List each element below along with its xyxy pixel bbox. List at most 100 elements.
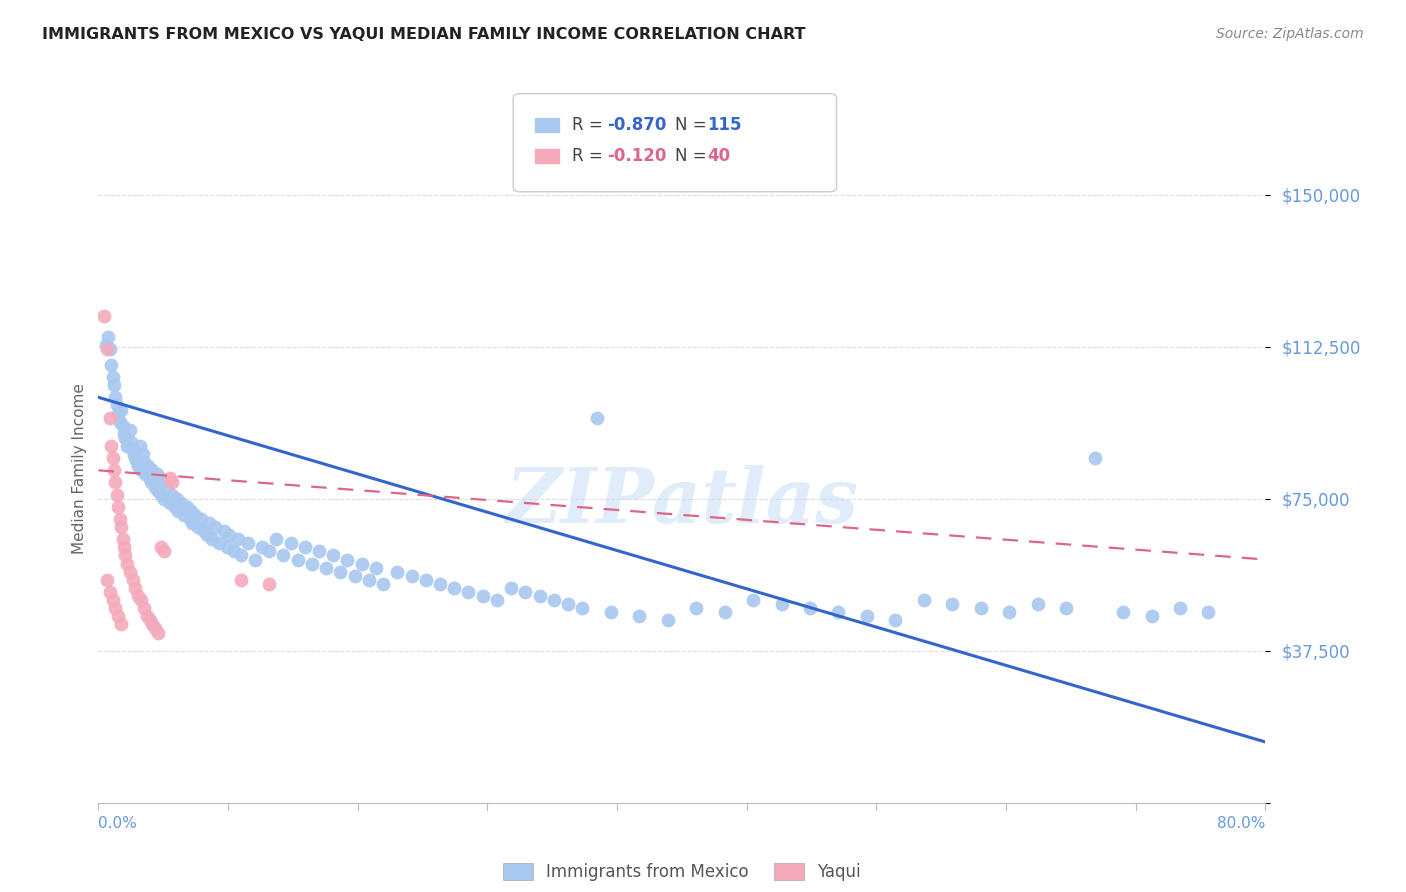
Point xyxy=(187,520,209,534)
Point xyxy=(159,471,181,485)
Point xyxy=(152,475,174,490)
Point xyxy=(93,310,115,324)
Point xyxy=(443,581,465,595)
Point xyxy=(1198,605,1220,619)
Point xyxy=(110,520,132,534)
Point xyxy=(100,439,122,453)
Point xyxy=(343,568,366,582)
Point xyxy=(114,431,136,445)
Point xyxy=(557,597,579,611)
Point xyxy=(184,508,207,522)
Point xyxy=(1112,605,1135,619)
Text: 115: 115 xyxy=(707,116,742,134)
Text: ZIPatlas: ZIPatlas xyxy=(505,465,859,539)
Point xyxy=(115,439,138,453)
Point xyxy=(146,467,169,482)
Point xyxy=(98,342,121,356)
Point xyxy=(204,520,226,534)
Point xyxy=(129,463,152,477)
Point xyxy=(143,622,166,636)
Point xyxy=(471,589,494,603)
Point xyxy=(998,605,1021,619)
Point xyxy=(179,512,201,526)
Text: N =: N = xyxy=(675,147,711,165)
Point xyxy=(176,500,198,514)
Point xyxy=(107,407,129,421)
Point xyxy=(657,613,679,627)
Point xyxy=(104,390,127,404)
Point xyxy=(193,524,215,538)
Point xyxy=(148,625,170,640)
Point xyxy=(799,601,821,615)
Text: 80.0%: 80.0% xyxy=(1218,816,1265,831)
Point xyxy=(180,504,202,518)
Text: N =: N = xyxy=(675,116,711,134)
Point xyxy=(685,601,707,615)
Point xyxy=(125,455,148,469)
Point xyxy=(96,573,118,587)
Point xyxy=(212,524,235,538)
Point xyxy=(229,573,252,587)
Point xyxy=(150,541,173,555)
Point xyxy=(457,585,479,599)
Point xyxy=(165,500,187,514)
Point xyxy=(105,399,128,413)
Point xyxy=(101,370,124,384)
Point xyxy=(128,439,150,453)
Point xyxy=(115,557,138,571)
Point xyxy=(485,593,508,607)
Point xyxy=(912,593,935,607)
Point xyxy=(108,512,131,526)
Point xyxy=(941,597,963,611)
Point xyxy=(543,593,565,607)
Point xyxy=(195,528,218,542)
Point xyxy=(884,613,907,627)
Point xyxy=(162,488,184,502)
Point xyxy=(1026,597,1049,611)
Point xyxy=(1054,601,1077,615)
Point xyxy=(336,552,359,566)
Point xyxy=(118,423,141,437)
Point xyxy=(127,459,149,474)
Point xyxy=(143,479,166,493)
Point xyxy=(107,609,129,624)
Point xyxy=(827,605,849,619)
Legend: Immigrants from Mexico, Yaqui: Immigrants from Mexico, Yaqui xyxy=(496,856,868,888)
Text: 40: 40 xyxy=(707,147,730,165)
Point xyxy=(1168,601,1191,615)
Point xyxy=(770,597,793,611)
Point xyxy=(110,617,132,632)
Point xyxy=(153,491,176,506)
Point xyxy=(215,541,238,555)
Point xyxy=(970,601,993,615)
Point xyxy=(226,533,249,547)
Point xyxy=(222,544,245,558)
Point xyxy=(201,533,224,547)
Point xyxy=(150,488,173,502)
Point xyxy=(294,541,316,555)
Point xyxy=(138,471,160,485)
Text: Source: ZipAtlas.com: Source: ZipAtlas.com xyxy=(1216,27,1364,41)
Point xyxy=(329,565,352,579)
Text: IMMIGRANTS FROM MEXICO VS YAQUI MEDIAN FAMILY INCOME CORRELATION CHART: IMMIGRANTS FROM MEXICO VS YAQUI MEDIAN F… xyxy=(42,27,806,42)
Point xyxy=(141,617,163,632)
Point xyxy=(170,496,193,510)
Y-axis label: Median Family Income: Median Family Income xyxy=(72,383,87,554)
Point xyxy=(315,560,337,574)
Point xyxy=(501,581,523,595)
Point xyxy=(127,589,149,603)
Point xyxy=(236,536,259,550)
Point xyxy=(121,573,143,587)
Point xyxy=(153,544,176,558)
Point xyxy=(198,516,221,530)
Point xyxy=(371,577,394,591)
Point xyxy=(98,585,121,599)
Text: -0.120: -0.120 xyxy=(607,147,666,165)
Point xyxy=(856,609,879,624)
Point xyxy=(257,544,280,558)
Point xyxy=(742,593,765,607)
Point xyxy=(308,544,330,558)
Point xyxy=(110,402,132,417)
Point xyxy=(134,467,156,482)
Point xyxy=(122,447,145,461)
